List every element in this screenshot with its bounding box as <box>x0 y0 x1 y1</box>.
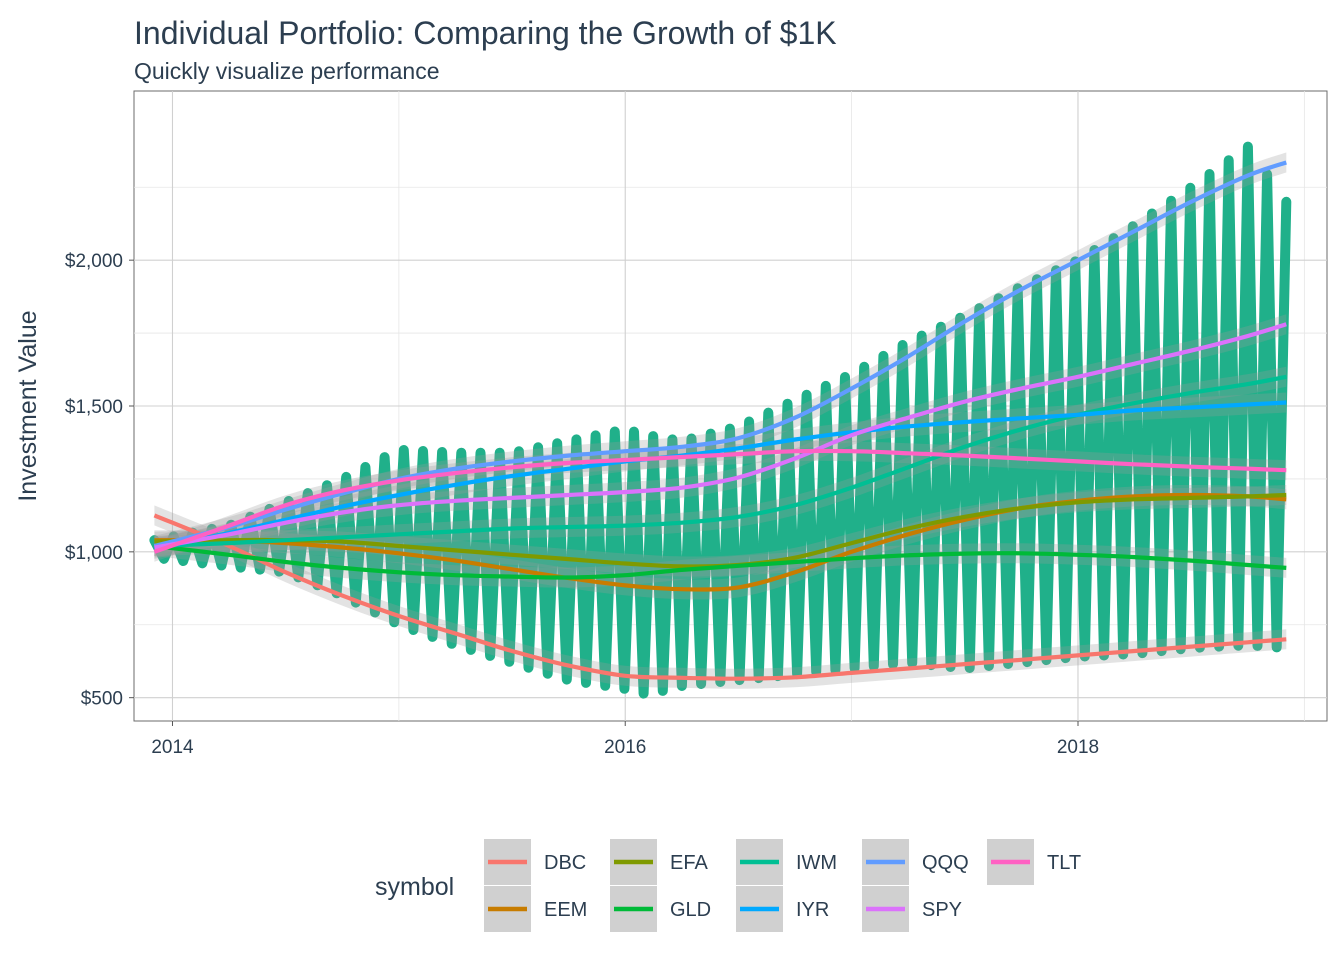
legend-label-iyr: IYR <box>796 899 829 921</box>
legend-label-dbc: DBC <box>544 852 586 874</box>
legend-label-iwm: IWM <box>796 852 837 874</box>
legend-label-gld: GLD <box>670 899 711 921</box>
line-tlt <box>153 448 1287 554</box>
legend-label-qqq: QQQ <box>922 852 969 874</box>
x-axis-ticks: 2014 2016 2018 <box>151 721 1099 758</box>
y-axis-ticks: $500 $1,000 $1,500 $2,000 <box>65 251 134 710</box>
x-tick-label: 2018 <box>1057 737 1099 758</box>
smooth-lines <box>153 160 1287 681</box>
legend: symbol DBC EEM EFA GLD IWM IYR QQQ SPY TLT <box>375 839 1081 932</box>
line-gld <box>154 543 1287 580</box>
y-tick-label: $1,500 <box>65 397 123 418</box>
raw-zigzag-series <box>149 141 1292 699</box>
legend-label-spy: SPY <box>922 899 962 921</box>
y-tick-label: $2,000 <box>65 251 123 272</box>
y-tick-label: $500 <box>81 689 123 710</box>
legend-title: symbol <box>375 873 454 901</box>
raw-price-series <box>149 141 1292 699</box>
line-spy <box>154 322 1287 550</box>
legend-label-eem: EEM <box>544 899 587 921</box>
line-iwm <box>154 374 1287 549</box>
y-axis-title: Investment Value <box>14 310 42 501</box>
band-spy <box>154 314 1287 558</box>
line-dbc <box>153 513 1287 681</box>
band-eem <box>154 485 1287 600</box>
band-efa <box>154 485 1287 577</box>
chart-title: Individual Portfolio: Comparing the Grow… <box>134 15 837 51</box>
x-tick-label: 2014 <box>151 737 194 758</box>
y-tick-label: $1,000 <box>65 543 123 564</box>
chart-subtitle: Quickly visualize performance <box>134 58 440 84</box>
line-iyr <box>153 400 1287 551</box>
x-tick-label: 2016 <box>604 737 646 758</box>
legend-label-tlt: TLT <box>1047 852 1081 874</box>
line-eem <box>154 492 1287 592</box>
legend-label-efa: EFA <box>670 852 708 874</box>
